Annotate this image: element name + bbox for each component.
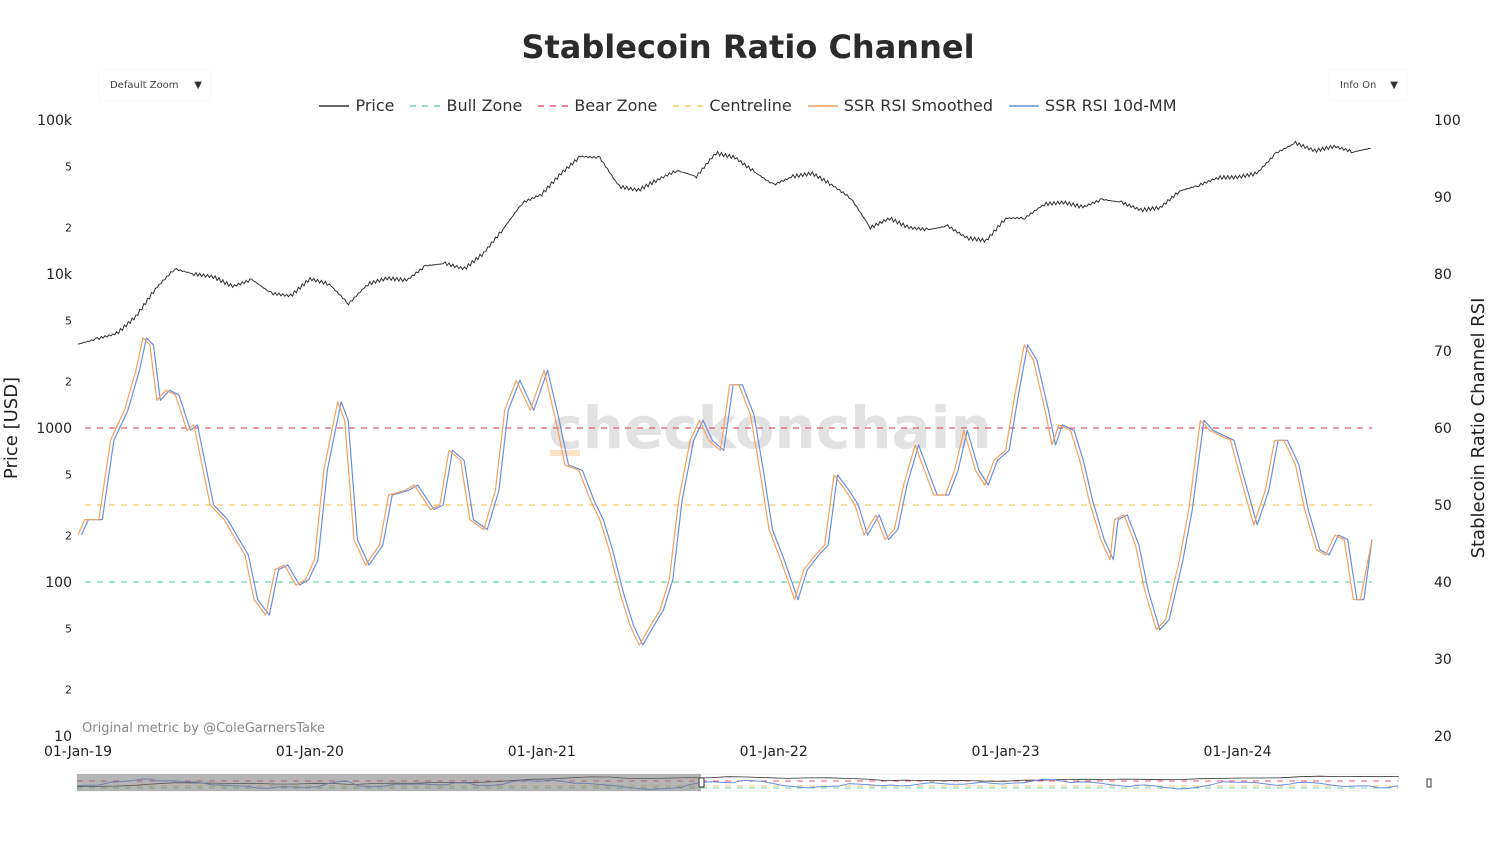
- zoom-dropdown-label: Default Zoom: [110, 79, 179, 91]
- legend-item-price[interactable]: Price: [319, 96, 394, 115]
- credit-text: Original metric by @ColeGarnersTake: [82, 721, 325, 736]
- range-slider[interactable]: [76, 773, 1432, 792]
- legend-swatch: [673, 104, 704, 107]
- legend: Price Bull Zone Bear Zone Centreline SSR RSI…: [0, 96, 1496, 115]
- legend-swatch: [807, 104, 838, 107]
- y2-axis-title: Stablecoin Ratio Channel RSI: [1468, 298, 1489, 559]
- y2-tick-label: 80: [1434, 267, 1452, 283]
- legend-item-smoothed[interactable]: SSR RSI Smoothed: [807, 96, 994, 115]
- y-tick-label: 2: [65, 222, 72, 235]
- range-slider-mask: [77, 774, 701, 791]
- y-tick-label: 2: [65, 530, 72, 543]
- legend-label: Bull Zone: [446, 96, 523, 115]
- rsi-10d-mm-line: [80, 337, 1373, 646]
- chevron-down-icon: ▼: [1390, 79, 1398, 91]
- legend-label: Bear Zone: [574, 96, 658, 115]
- legend-swatch: [538, 104, 569, 107]
- y2-tick-label: 50: [1434, 498, 1452, 514]
- x-tick-label: 01-Jan-23: [972, 744, 1040, 760]
- legend-label: SSR RSI 10d-MM: [1045, 96, 1177, 115]
- info-dropdown[interactable]: Info On ▼: [1330, 70, 1406, 100]
- y-tick-label: 10k: [46, 267, 73, 283]
- y-tick-label: 100: [45, 575, 72, 591]
- rsi-smoothed-line: [77, 337, 1373, 646]
- info-dropdown-label: Info On: [1340, 79, 1377, 91]
- y2-tick-label: 20: [1434, 729, 1452, 745]
- y-tick-label: 5: [65, 468, 72, 481]
- y-tick-label: 5: [65, 622, 72, 635]
- watermark-logo: [550, 450, 580, 456]
- y2-tick-label: 90: [1434, 190, 1452, 206]
- legend-label: Price: [355, 96, 395, 115]
- y-tick-label: 5: [65, 160, 72, 173]
- legend-label: Centreline: [709, 96, 792, 115]
- legend-swatch: [1009, 104, 1040, 107]
- y2-tick-label: 70: [1434, 344, 1452, 360]
- y-tick-label: 2: [65, 376, 72, 389]
- legend-item-bear[interactable]: Bear Zone: [538, 96, 657, 115]
- x-tick-label: 01-Jan-21: [508, 744, 576, 760]
- x-tick-label: 01-Jan-19: [44, 744, 112, 760]
- price-line: [77, 140, 1371, 345]
- y-tick-label: 100k: [37, 113, 73, 129]
- legend-item-bull[interactable]: Bull Zone: [410, 96, 522, 115]
- y-tick-label: 1000: [36, 421, 72, 437]
- zoom-dropdown[interactable]: Default Zoom ▼: [100, 70, 210, 100]
- y-tick-label: 5: [65, 314, 72, 327]
- x-tick-label: 01-Jan-22: [740, 744, 808, 760]
- legend-swatch: [410, 104, 441, 107]
- legend-swatch: [319, 104, 350, 107]
- chevron-down-icon: ▼: [194, 79, 202, 91]
- chart-title: Stablecoin Ratio Channel: [521, 28, 975, 66]
- range-slider-handle[interactable]: [1426, 778, 1432, 788]
- y-axis-title: Price [USD]: [1, 377, 22, 479]
- y-tick-label: 10: [54, 729, 72, 745]
- legend-item-centre[interactable]: Centreline: [673, 96, 792, 115]
- y-tick-label: 2: [65, 684, 72, 697]
- y2-tick-label: 40: [1434, 575, 1452, 591]
- range-slider-handle[interactable]: [698, 777, 705, 788]
- y2-tick-label: 60: [1434, 421, 1452, 437]
- legend-label: SSR RSI Smoothed: [843, 96, 994, 115]
- legend-item-mm[interactable]: SSR RSI 10d-MM: [1009, 96, 1177, 115]
- y2-tick-label: 100: [1434, 113, 1461, 129]
- x-tick-label: 01-Jan-20: [276, 744, 344, 760]
- x-tick-label: 01-Jan-24: [1203, 744, 1271, 760]
- y2-tick-label: 30: [1434, 652, 1452, 668]
